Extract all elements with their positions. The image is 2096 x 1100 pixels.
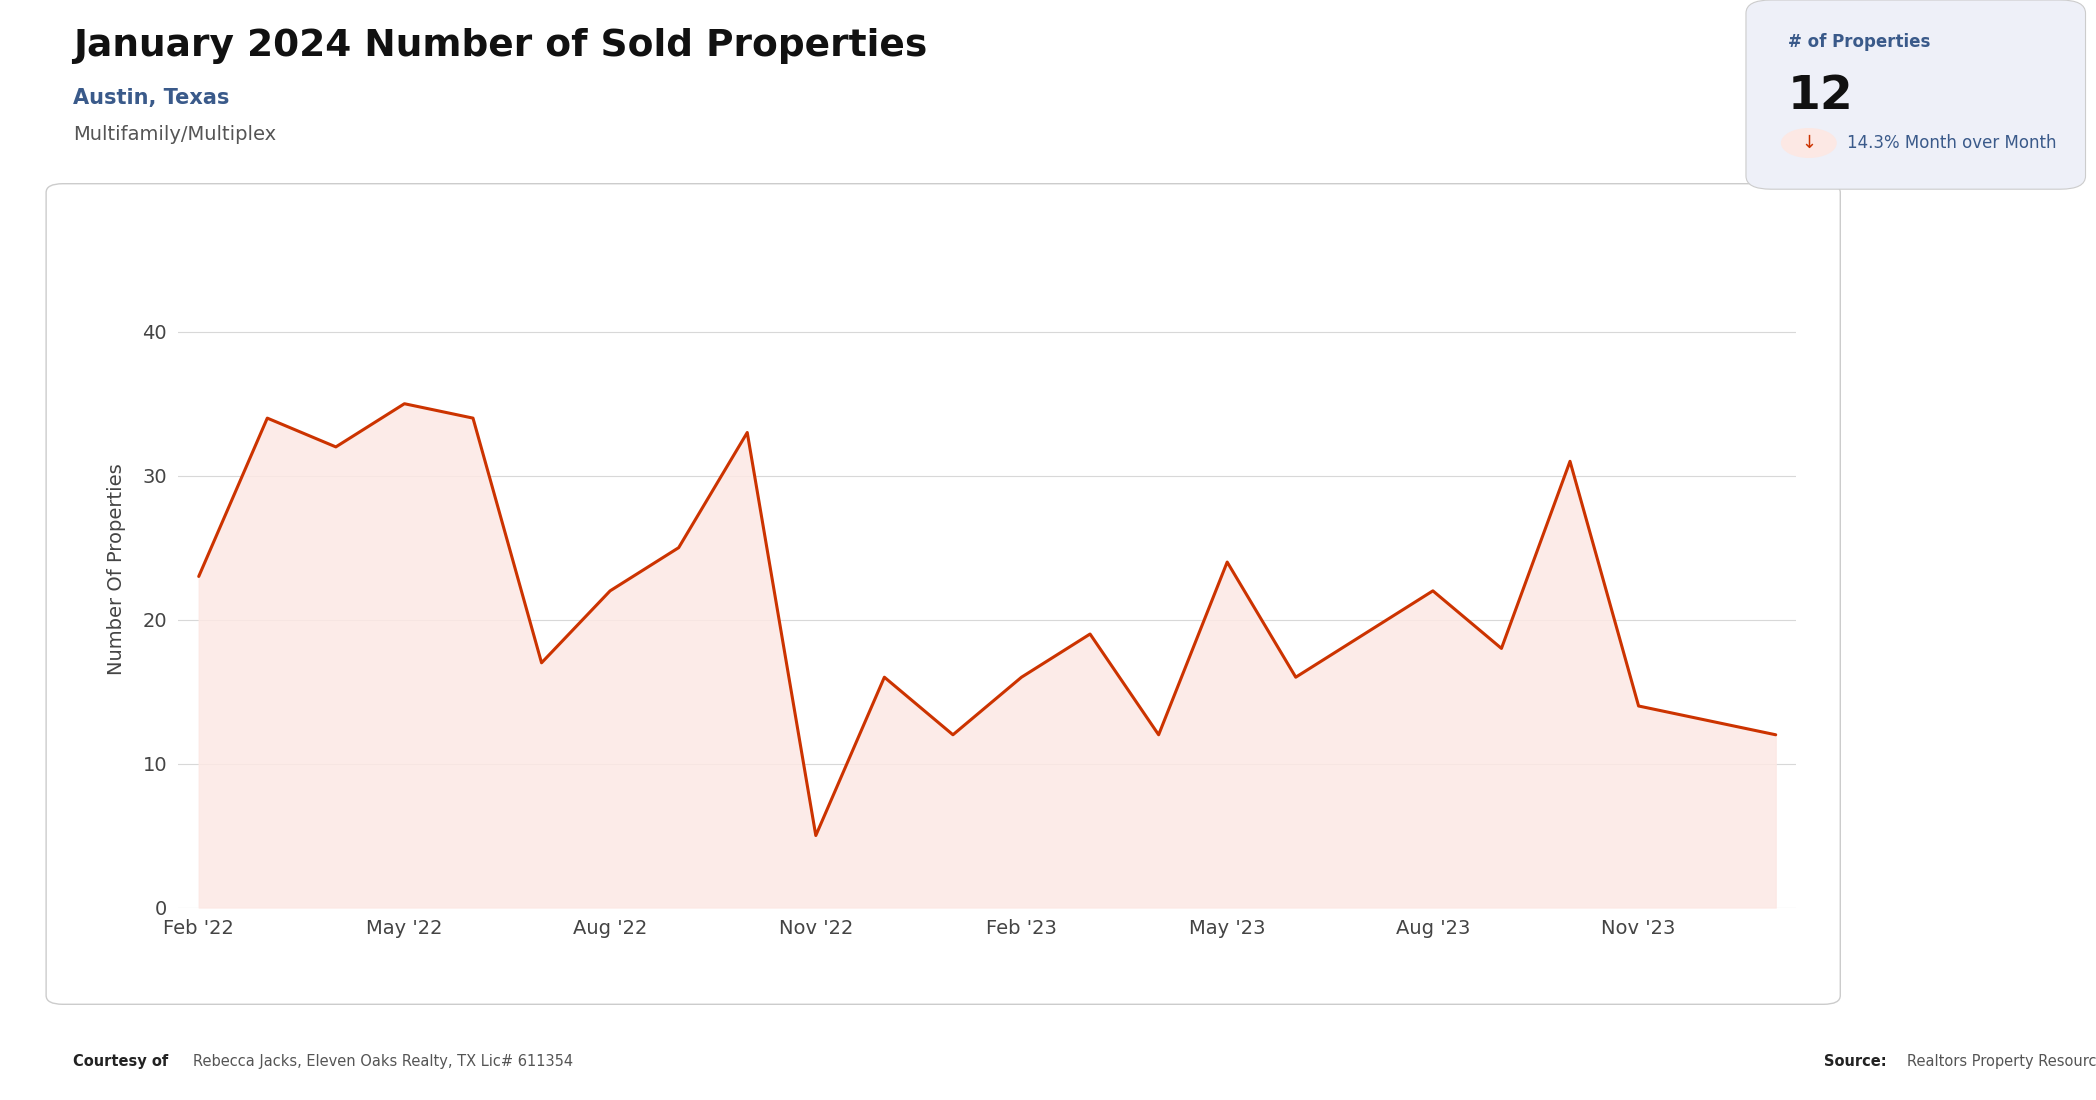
Y-axis label: Number Of Properties: Number Of Properties [107,463,126,675]
Text: Rebecca Jacks, Eleven Oaks Realty, TX Lic# 611354: Rebecca Jacks, Eleven Oaks Realty, TX Li… [193,1054,572,1069]
Text: Source:: Source: [1824,1054,1891,1069]
Text: Realtors Property Resource® analysis based on Listings: Realtors Property Resource® analysis bas… [1907,1054,2096,1069]
Text: Courtesy of: Courtesy of [73,1054,174,1069]
Text: January 2024 Number of Sold Properties: January 2024 Number of Sold Properties [73,28,929,64]
Text: Austin, Texas: Austin, Texas [73,88,231,108]
Text: ↓: ↓ [1800,134,1817,152]
Text: 12: 12 [1788,74,1853,119]
Text: 14.3% Month over Month: 14.3% Month over Month [1847,134,2056,152]
Text: Multifamily/Multiplex: Multifamily/Multiplex [73,125,277,144]
Text: # of Properties: # of Properties [1788,33,1930,51]
